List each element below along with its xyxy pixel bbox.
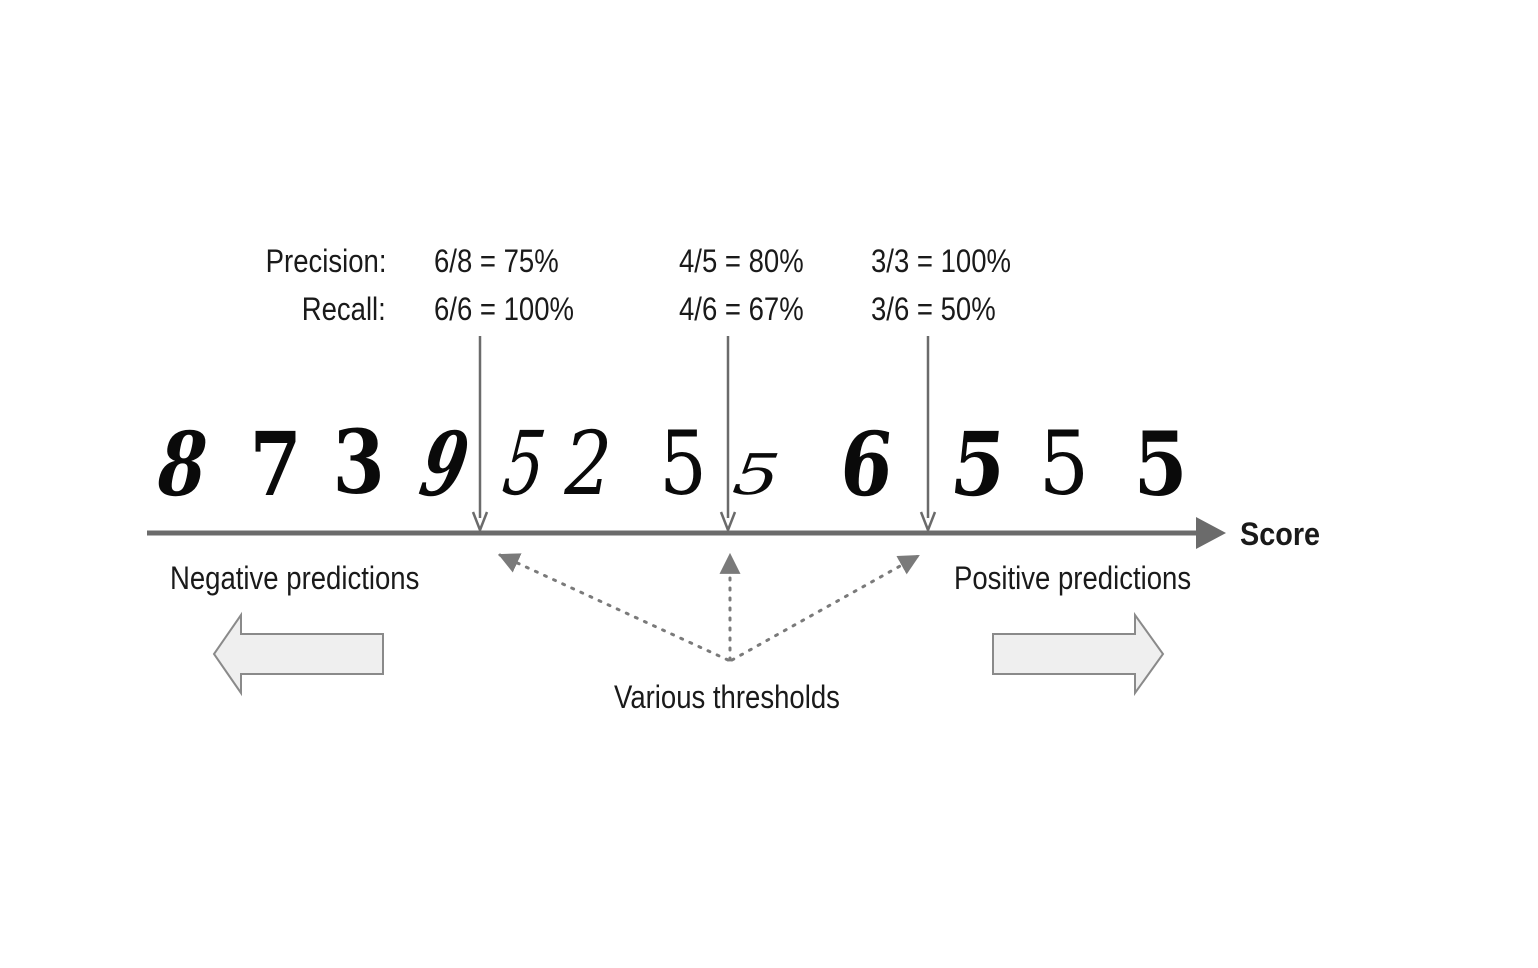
threshold-1-precision: 6/8 = 75% <box>434 243 559 279</box>
threshold-3-precision: 3/3 = 100% <box>871 243 1012 279</box>
recall-label: Recall: <box>301 291 386 327</box>
positive-predictions-label: Positive predictions <box>954 560 1192 596</box>
dotted-pointer-left <box>498 553 730 662</box>
score-axis-label: Score <box>1240 516 1321 552</box>
threshold-3-recall: 3/6 = 50% <box>871 291 996 327</box>
threshold-2-recall: 4/6 = 67% <box>679 291 804 327</box>
digit-sample-9: 6 <box>835 412 899 516</box>
threshold-2-precision: 4/5 = 80% <box>679 243 804 279</box>
precision-label: Precision: <box>265 243 386 279</box>
digit-sample-7: 5 <box>659 412 707 515</box>
dotted-pointer-right <box>730 554 920 662</box>
positive-direction-arrow <box>992 611 1165 697</box>
negative-predictions-label: Negative predictions <box>170 560 420 596</box>
threshold-arrow-1 <box>471 336 489 534</box>
digit-sample-2: 7 <box>249 412 302 516</box>
negative-direction-arrow <box>212 611 384 697</box>
threshold-arrow-2 <box>719 336 737 534</box>
digit-sample-10: 5 <box>946 412 1012 516</box>
digit-sample-3: 3 <box>332 410 385 514</box>
score-axis-arrowhead <box>1196 517 1226 549</box>
threshold-1-recall: 6/6 = 100% <box>434 291 575 327</box>
various-thresholds-label: Various thresholds <box>614 679 840 715</box>
threshold-arrow-3 <box>919 336 937 534</box>
digit-sample-12: 5 <box>1133 412 1188 516</box>
digit-sample-11: 5 <box>1038 412 1090 515</box>
